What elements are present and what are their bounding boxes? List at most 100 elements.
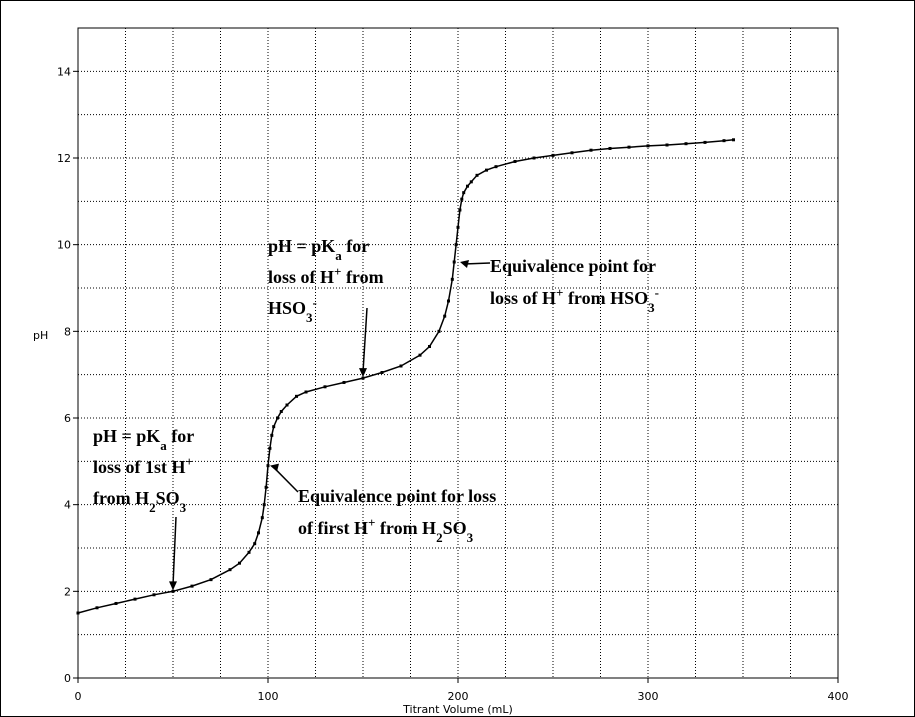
annotation-run: pH = pK xyxy=(93,426,160,446)
arrowhead xyxy=(169,581,177,591)
annotation-run: Equivalence point for loss xyxy=(298,486,496,506)
data-point xyxy=(133,597,137,601)
data-point xyxy=(732,138,735,142)
data-point xyxy=(268,446,272,450)
data-point xyxy=(361,376,365,380)
data-point xyxy=(152,593,156,597)
data-point xyxy=(684,142,688,146)
data-point xyxy=(228,568,232,572)
data-point xyxy=(494,165,498,169)
data-point xyxy=(76,611,80,615)
annotation-run: from HSO xyxy=(563,288,648,308)
annotation-arrow xyxy=(362,307,368,373)
data-point xyxy=(253,542,257,546)
data-point xyxy=(665,143,669,147)
data-point xyxy=(272,425,276,429)
data-point xyxy=(270,433,274,437)
data-point xyxy=(454,243,458,247)
annotation-run: of first H xyxy=(298,518,368,538)
annotation-text: Equivalence point for xyxy=(490,256,656,276)
annotation-text: from H2SO3 xyxy=(93,488,187,515)
annotation-run: + xyxy=(334,264,341,279)
annotation-text: of first H+ from H2SO3 xyxy=(298,515,474,545)
data-point xyxy=(570,151,574,155)
annotation-run: pH = pK xyxy=(268,236,335,256)
annotation-run: Equivalence point for xyxy=(490,256,656,276)
annotation-text: pH = pKa for xyxy=(268,236,369,263)
annotation-run: 3 xyxy=(180,500,187,515)
data-point xyxy=(469,180,473,184)
data-point xyxy=(627,145,631,149)
y-tick-label: 4 xyxy=(64,499,71,512)
annotation: Equivalence point for loss of first H+ fr… xyxy=(270,463,496,545)
y-tick-label: 0 xyxy=(64,672,71,685)
x-tick-label: 400 xyxy=(828,690,849,703)
annotation-text: loss of H+ from xyxy=(268,264,384,288)
data-point xyxy=(475,173,479,177)
annotation-run: from H xyxy=(93,488,149,508)
x-tick-label: 100 xyxy=(258,690,279,703)
x-tick-label: 200 xyxy=(448,690,469,703)
annotation-text: loss of H+ from HSO3- xyxy=(490,285,659,315)
y-tick-label: 8 xyxy=(64,325,71,338)
data-point xyxy=(462,191,466,195)
annotation-run: from H xyxy=(375,518,436,538)
data-point xyxy=(262,503,266,507)
x-tick-label: 0 xyxy=(75,690,82,703)
data-point xyxy=(295,394,298,398)
data-point xyxy=(257,531,260,535)
annotation-run: + xyxy=(556,285,563,300)
annotation-run: HSO xyxy=(268,298,306,318)
arrowhead xyxy=(270,463,279,472)
data-point xyxy=(399,364,403,368)
data-point xyxy=(95,606,99,610)
arrowhead xyxy=(359,368,367,378)
y-tick-label: 2 xyxy=(64,585,71,598)
y-axis-label: pH xyxy=(33,329,48,342)
data-points xyxy=(76,138,735,615)
data-point xyxy=(703,140,707,144)
data-point xyxy=(114,601,118,605)
data-point xyxy=(458,208,462,212)
data-point xyxy=(460,197,464,201)
data-point xyxy=(450,277,454,281)
x-tick-label: 300 xyxy=(638,690,659,703)
arrowhead xyxy=(460,260,469,268)
data-point xyxy=(190,584,194,588)
data-point xyxy=(304,390,308,394)
annotation-run: 2 xyxy=(149,500,156,515)
data-point xyxy=(532,156,536,160)
data-point xyxy=(551,153,555,157)
data-point xyxy=(238,561,241,565)
annotation-run: 3 xyxy=(648,300,655,315)
data-point xyxy=(447,299,450,303)
annotation-run: for xyxy=(342,236,369,256)
annotation-text: loss of 1st H+ xyxy=(93,454,193,478)
data-point xyxy=(722,139,726,143)
data-point xyxy=(266,464,270,468)
data-point xyxy=(443,314,447,318)
x-axis-label: Titrant Volume (mL) xyxy=(402,703,513,716)
y-tick-label: 12 xyxy=(57,152,71,165)
annotation-run: from xyxy=(341,267,383,287)
data-point xyxy=(513,159,517,163)
y-tick-label: 6 xyxy=(64,412,71,425)
data-point xyxy=(276,416,279,420)
data-point xyxy=(247,550,251,554)
annotation: Equivalence point for loss of H+ from HSO… xyxy=(460,256,659,315)
annotation-run: - xyxy=(313,295,317,310)
y-tick-label: 14 xyxy=(57,65,71,78)
annotation-run: 3 xyxy=(306,310,313,325)
annotation-text: HSO3- xyxy=(268,295,317,325)
annotation-run: loss of 1st H xyxy=(93,457,186,477)
annotation-run: SO xyxy=(443,518,467,538)
data-point xyxy=(323,385,327,389)
data-point xyxy=(285,403,289,407)
annotation-run: loss of H xyxy=(490,288,556,308)
annotation-run: loss of H xyxy=(268,267,334,287)
annotation-arrow xyxy=(273,467,299,493)
data-point xyxy=(418,353,422,357)
